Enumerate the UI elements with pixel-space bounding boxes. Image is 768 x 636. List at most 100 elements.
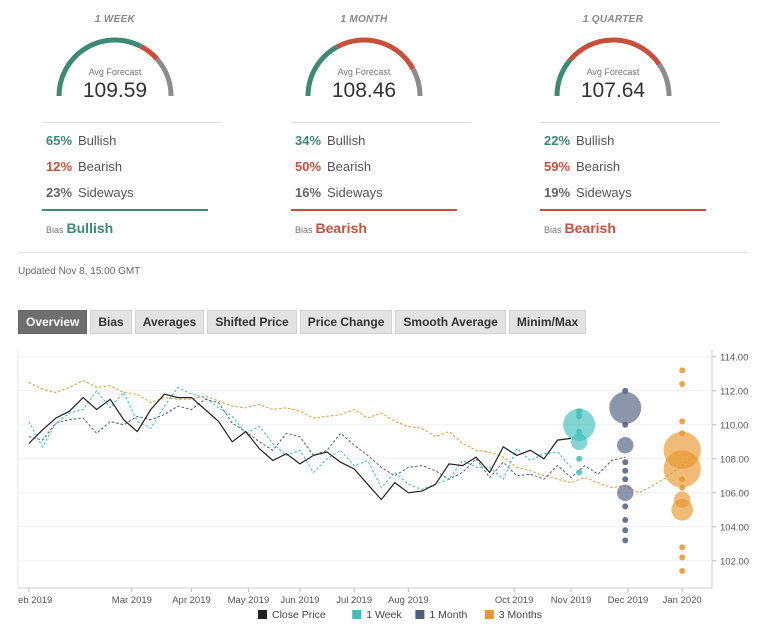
y-tick-label: 110.00 xyxy=(720,420,748,431)
sentiment-gauge xyxy=(554,37,672,97)
forecast-bubble-3-months xyxy=(679,418,686,425)
gauge-bullish-arc xyxy=(305,44,339,97)
tab-minim-max[interactable]: Minim/Max xyxy=(508,310,587,334)
bearish-pct: 12% xyxy=(46,159,73,174)
sentiment-gauge xyxy=(305,37,423,97)
sideways-label: Sideways xyxy=(78,185,134,200)
x-tick-label: Nov 2019 xyxy=(551,595,592,606)
x-tick-label: Dec 2019 xyxy=(608,595,649,606)
series-line-1-week xyxy=(28,386,572,490)
chart-tabs: Overview Bias Averages Shifted Price Pri… xyxy=(18,310,589,334)
series-line-close-price xyxy=(28,393,572,501)
gauge-sideways-arc xyxy=(155,57,174,97)
sideways-label: Sideways xyxy=(576,185,632,200)
legend-item[interactable]: 3 Months xyxy=(499,609,542,621)
divider xyxy=(42,122,222,123)
y-tick-label: 102.00 xyxy=(720,556,749,567)
forecast-panel-month: 1 MONTH Avg Forecast 108.46 34% Bullish 5… xyxy=(249,0,479,250)
avg-forecast-value: 108.46 xyxy=(331,79,397,102)
forecast-bubble-3-months xyxy=(679,476,686,483)
gauge-bearish-arc xyxy=(335,37,416,71)
bullish-row: 22% Bullish xyxy=(544,133,614,148)
bias-indicator: Bias Bearish xyxy=(295,220,367,238)
x-tick-label: Jul 2019 xyxy=(336,595,372,606)
x-tick-label: May 2019 xyxy=(228,595,270,606)
forecast-bubble-1-month xyxy=(622,476,629,483)
forecast-bubble-1-month xyxy=(617,437,634,454)
bearish-row: 59% Bearish xyxy=(544,159,620,174)
legend-swatch xyxy=(352,610,362,619)
tab-price-change[interactable]: Price Change xyxy=(299,310,393,334)
forecast-chart: 102.00 104.00 106.00 108.00 110.00 112.00 114.… xyxy=(17,350,749,621)
forecast-bubble-3-months xyxy=(679,381,686,387)
forecast-bubble-3-months xyxy=(671,499,693,521)
bullish-label: Bullish xyxy=(327,133,366,148)
legend-item[interactable]: Close Price xyxy=(272,609,326,621)
tab-bias[interactable]: Bias xyxy=(90,310,132,334)
bias-underline xyxy=(42,209,208,211)
forecast-bubble-1-week xyxy=(576,469,583,476)
tab-overview[interactable]: Overview xyxy=(18,310,88,334)
bearish-label: Bearish xyxy=(78,159,123,174)
bullish-pct: 65% xyxy=(46,133,73,148)
bullish-row: 65% Bullish xyxy=(46,133,116,148)
x-tick-label: Jun 2019 xyxy=(280,595,319,606)
bearish-pct: 50% xyxy=(295,159,322,174)
x-tick-label: Oct 2019 xyxy=(495,595,534,606)
forecast-bubble-1-month xyxy=(617,484,634,501)
bias-value: Bearish xyxy=(315,220,367,236)
y-tick-label: 106.00 xyxy=(720,488,749,499)
bearish-row: 12% Bearish xyxy=(46,159,122,174)
x-tick-label: Apr 2019 xyxy=(172,595,211,606)
y-tick-label: 108.00 xyxy=(720,454,749,465)
forecast-bubble-1-month xyxy=(622,421,629,428)
gauge-sideways-arc xyxy=(657,63,672,97)
period-label: 1 MONTH xyxy=(340,14,388,25)
forecast-bubble-1-month xyxy=(622,527,629,534)
gauge-sideways-arc xyxy=(410,67,423,97)
forecast-bubble-3-months xyxy=(663,450,701,488)
series-line-3-months xyxy=(28,380,694,494)
divider xyxy=(291,122,471,123)
legend-item[interactable]: 1 Month xyxy=(429,609,467,621)
sideways-pct: 19% xyxy=(544,185,571,200)
tab-shifted-price[interactable]: Shifted Price xyxy=(207,310,297,334)
sentiment-gauge xyxy=(56,37,174,97)
sideways-pct: 16% xyxy=(295,185,322,200)
tab-smooth-average[interactable]: Smooth Average xyxy=(395,310,506,334)
bias-value: Bullish xyxy=(66,220,114,236)
forecast-bubble-3-months xyxy=(679,367,686,374)
avg-forecast-label: Avg Forecast xyxy=(586,67,640,77)
sideways-row: 23% Sideways xyxy=(46,185,134,200)
x-tick-label: Aug 2019 xyxy=(388,595,429,606)
bearish-label: Bearish xyxy=(576,159,621,174)
tab-averages[interactable]: Averages xyxy=(134,310,205,334)
period-label: 1 QUARTER xyxy=(582,14,644,25)
forecast-panel-week: 1 WEEK Avg Forecast 109.59 65% Bullish 12… xyxy=(0,0,230,250)
legend-swatch xyxy=(484,610,494,619)
forecast-bubble-1-month xyxy=(622,517,629,523)
forecast-bubble-1-month xyxy=(622,537,629,544)
legend-swatch xyxy=(258,610,267,619)
bearish-row: 50% Bearish xyxy=(295,159,371,174)
x-tick-label: eb 2019 xyxy=(18,595,52,606)
divider xyxy=(540,122,720,123)
section-divider xyxy=(18,252,748,253)
legend-swatch xyxy=(415,610,425,619)
sideways-pct: 23% xyxy=(46,185,73,200)
gauge-bullish-arc xyxy=(554,58,572,97)
bias-indicator: Bias Bullish xyxy=(46,220,113,238)
forecast-bubble-1-month xyxy=(622,467,629,474)
bullish-row: 34% Bullish xyxy=(295,133,365,148)
x-tick-label: Jan 2020 xyxy=(663,595,702,606)
forecast-bubble-3-months xyxy=(679,544,686,551)
bullish-pct: 34% xyxy=(295,133,322,148)
x-tick-label: Mar 2019 xyxy=(112,595,152,606)
bullish-label: Bullish xyxy=(576,133,615,148)
updated-timestamp: Updated Nov 8, 15:00 GMT xyxy=(18,266,141,277)
bias-label: Bias xyxy=(544,225,562,235)
avg-forecast-label: Avg Forecast xyxy=(88,67,142,77)
avg-forecast-label: Avg Forecast xyxy=(337,67,391,77)
bearish-label: Bearish xyxy=(327,159,372,174)
legend-item[interactable]: 1 Week xyxy=(366,609,402,621)
